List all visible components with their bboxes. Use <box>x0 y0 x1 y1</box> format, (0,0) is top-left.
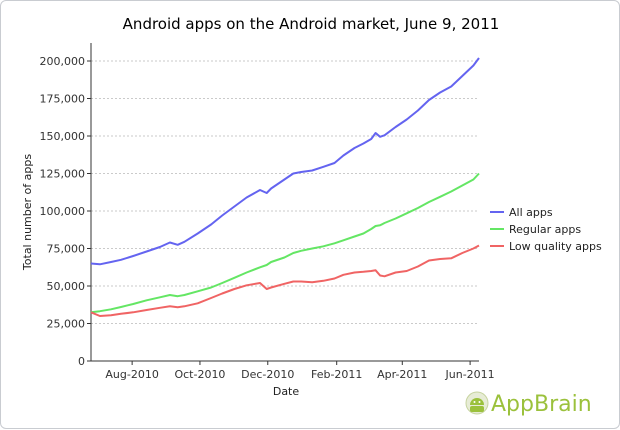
y-tick-label: 150,000 <box>40 130 86 143</box>
series-line-all-apps <box>90 57 480 266</box>
series-line-regular-apps <box>90 172 480 314</box>
appbrain-wordmark: AppBrain <box>491 392 592 417</box>
legend-label-regular-apps: Regular apps <box>509 223 581 236</box>
x-tick-label: Feb-2011 <box>311 368 362 381</box>
x-axis-label: Date <box>273 385 300 398</box>
series-line-low-quality-apps <box>90 244 480 317</box>
y-axis-ticks: 0 25,000 50,000 75,000 100,000 125,000 150,000… <box>40 55 91 368</box>
appbrain-logo: AppBrain <box>465 391 592 417</box>
y-tick-label: 100,000 <box>40 205 86 218</box>
y-tick-label: 25,000 <box>47 318 86 331</box>
y-tick-label: 75,000 <box>47 243 86 256</box>
android-robot-icon <box>465 391 489 415</box>
y-tick-label: 125,000 <box>40 168 86 181</box>
legend: All apps Regular apps Low quality apps <box>490 206 602 253</box>
legend-label-low-quality-apps: Low quality apps <box>509 240 602 253</box>
grid-lines <box>91 60 479 324</box>
x-tick-label: Jun-2011 <box>445 368 495 381</box>
y-tick-label: 50,000 <box>47 280 86 293</box>
x-tick-label: Apr-2011 <box>377 368 427 381</box>
series-lines <box>90 57 480 317</box>
x-tick-label: Oct-2010 <box>174 368 225 381</box>
legend-label-all-apps: All apps <box>509 206 553 219</box>
y-tick-label: 175,000 <box>40 93 86 106</box>
y-axis-label: Total number of apps <box>21 154 34 271</box>
x-tick-label: Dec-2010 <box>241 368 294 381</box>
y-tick-label: 200,000 <box>40 55 86 68</box>
chart-title: Android apps on the Android market, June… <box>123 15 500 33</box>
x-axis-ticks: Aug-2010 Oct-2010 Dec-2010 Feb-2011 Apr-2011… <box>105 361 495 381</box>
y-tick-label: 0 <box>78 355 85 368</box>
x-tick-label: Aug-2010 <box>105 368 158 381</box>
